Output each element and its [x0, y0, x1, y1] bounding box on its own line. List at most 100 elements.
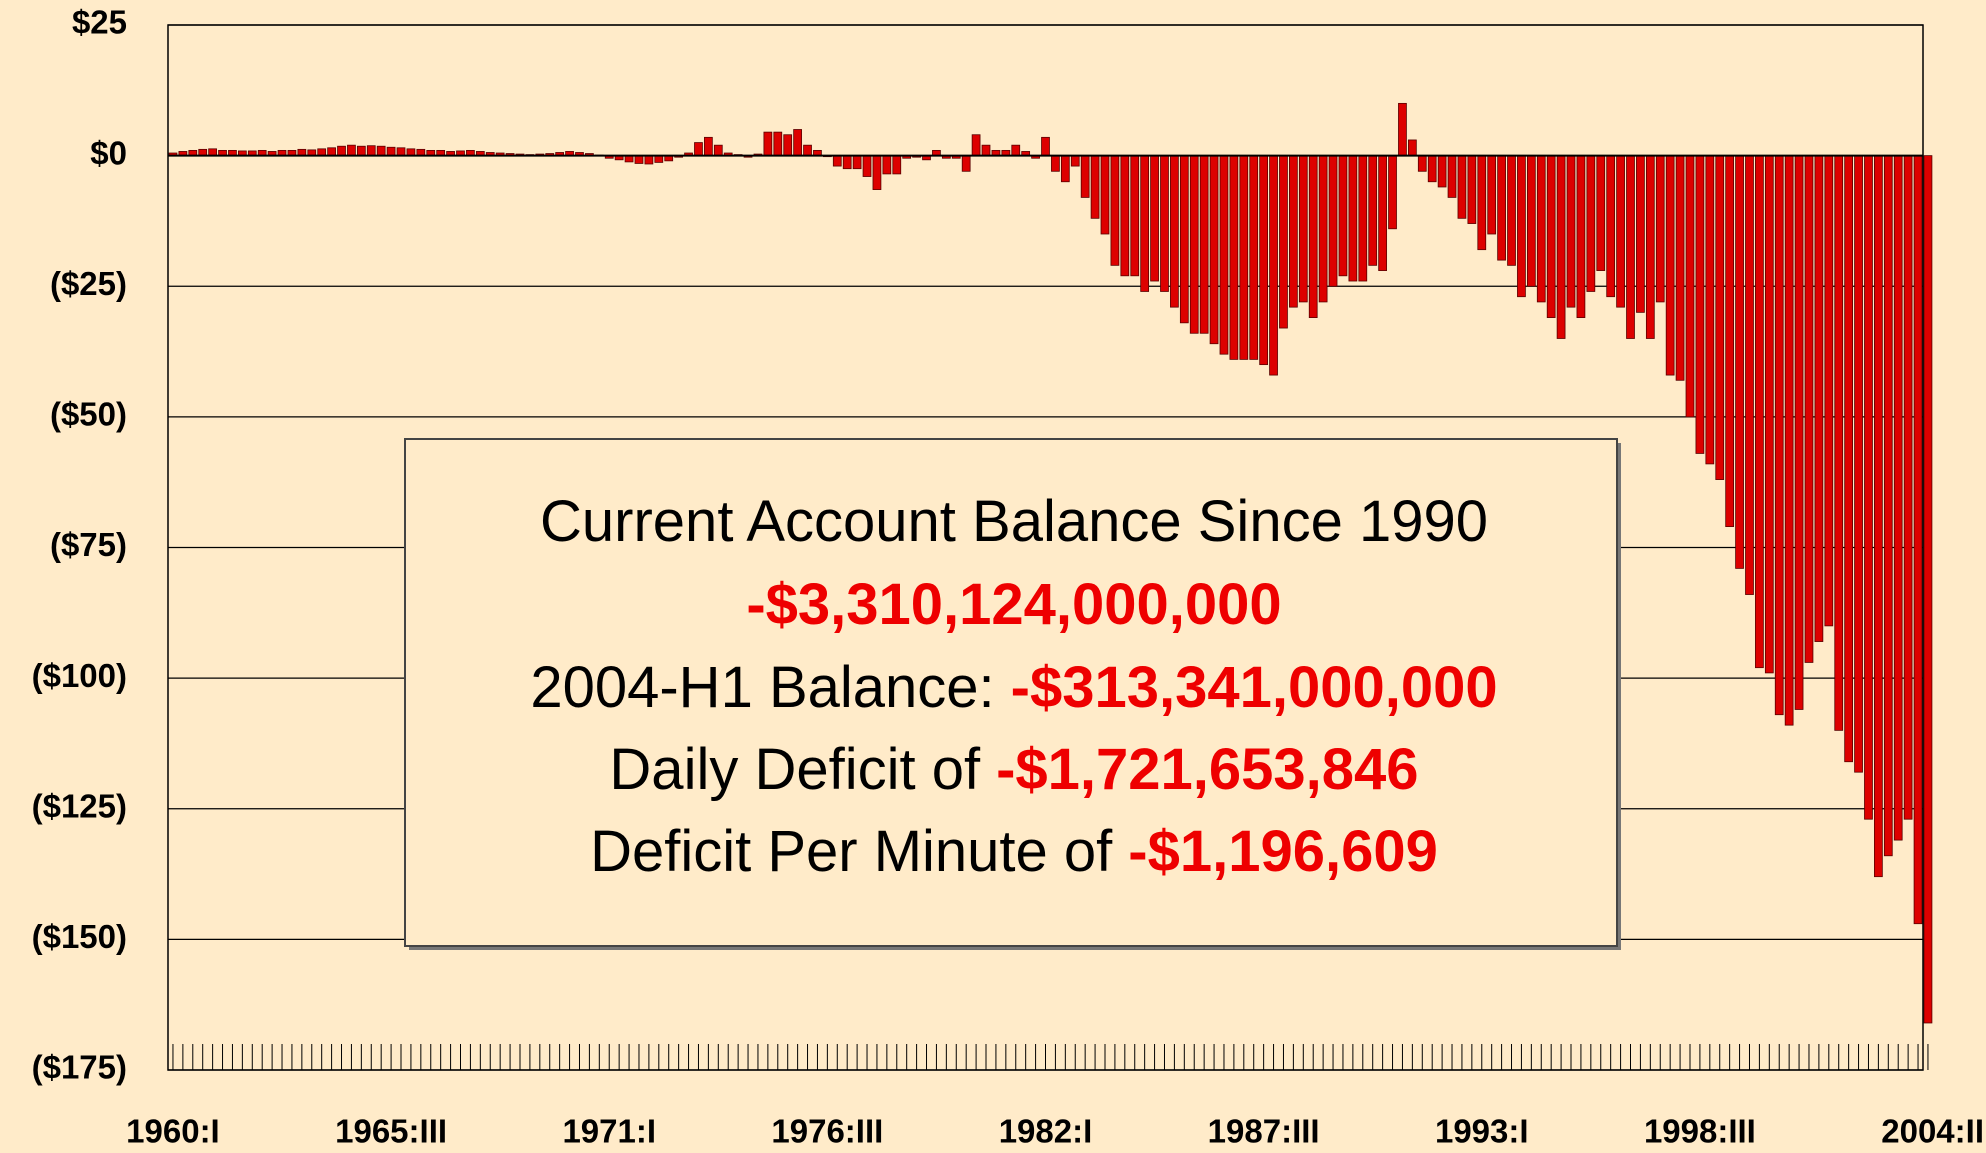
bar: [981, 144, 991, 157]
bar: [386, 146, 396, 157]
bar: [1794, 155, 1804, 710]
bar: [1437, 155, 1447, 188]
bar: [1298, 155, 1308, 303]
bar: [1269, 155, 1278, 376]
bar: [1695, 155, 1705, 454]
bar: [1814, 155, 1824, 642]
bar: [1745, 155, 1754, 595]
y-tick-label: ($50): [50, 396, 127, 433]
annotation-value: -$1,196,609: [1128, 819, 1438, 884]
bar: [1844, 155, 1854, 763]
bar: [1596, 155, 1606, 271]
bar: [694, 142, 703, 157]
bar: [1715, 155, 1725, 480]
bar-layer: [167, 24, 1933, 1071]
bar: [1318, 155, 1328, 303]
bar: [1517, 155, 1526, 298]
x-tick-label: 1976:III: [771, 1113, 883, 1150]
bar: [1100, 155, 1110, 235]
bar: [1774, 155, 1784, 716]
bar: [862, 155, 872, 177]
bar: [1536, 155, 1546, 303]
bar: [872, 155, 882, 190]
bar: [1566, 155, 1576, 308]
bar: [1874, 155, 1883, 878]
x-tick-label: 1982:I: [999, 1113, 1093, 1150]
bar: [1665, 155, 1675, 376]
bar: [1229, 155, 1239, 360]
bar: [376, 145, 386, 157]
bar: [208, 148, 217, 157]
annotation-line: 2004-H1 Balance: -$313,341,000,000: [530, 655, 1497, 720]
bar: [1626, 155, 1635, 339]
annotation-line: Current Account Balance Since 1990: [540, 489, 1488, 554]
bar: [1447, 155, 1457, 198]
bar: [1060, 155, 1070, 183]
bar: [1041, 136, 1050, 157]
bar: [832, 155, 842, 167]
x-tick-label: 1987:III: [1208, 1113, 1320, 1150]
bar: [1854, 155, 1863, 773]
bar: [1120, 155, 1130, 277]
bar: [1834, 155, 1844, 731]
bar: [356, 145, 366, 157]
bar: [842, 155, 852, 170]
bar: [892, 155, 902, 175]
bar: [1080, 155, 1090, 198]
bar: [1348, 155, 1358, 282]
bar: [1417, 155, 1427, 172]
annotation-label: Deficit Per Minute of: [590, 819, 1113, 884]
bar: [1160, 155, 1169, 292]
x-tick-label: 1960:I: [126, 1113, 220, 1150]
bar: [366, 145, 376, 157]
annotation-label: 2004-H1 Balance:: [530, 655, 994, 720]
plot-frame: [167, 24, 1924, 1071]
bar: [1328, 155, 1338, 287]
bar: [773, 131, 783, 157]
bar: [1289, 155, 1298, 308]
bar: [1655, 155, 1665, 303]
bar: [1209, 155, 1219, 345]
y-tick-label: ($175): [32, 1049, 127, 1086]
bar: [1140, 155, 1150, 292]
bar: [1893, 155, 1903, 841]
bar: [1735, 155, 1744, 569]
bar: [1249, 155, 1259, 360]
bar: [971, 134, 981, 157]
x-tick-label: 2004:II: [1881, 1113, 1984, 1150]
annotation-box: Current Account Balance Since 1990 -$3,31…: [404, 438, 1621, 950]
bar: [1507, 155, 1516, 266]
bar: [634, 155, 644, 164]
bar: [1685, 155, 1695, 418]
box: [404, 438, 1618, 947]
bar: [1705, 155, 1715, 465]
bar: [1636, 155, 1645, 313]
x-tick-label: 1965:III: [335, 1113, 447, 1150]
bar: [1427, 155, 1437, 183]
bar: [783, 134, 793, 157]
bar: [347, 144, 356, 157]
bar: [396, 147, 406, 157]
bar: [1883, 155, 1893, 857]
bar: [1526, 155, 1536, 287]
bar: [852, 155, 862, 170]
bar: [1675, 155, 1685, 381]
bar: [1824, 155, 1834, 627]
bar: [1616, 155, 1625, 308]
y-tick-label: $0: [90, 134, 127, 171]
bar: [1457, 155, 1467, 219]
bar: [1546, 155, 1556, 319]
bar: [654, 155, 664, 163]
x-tick-label: 1993:I: [1435, 1113, 1529, 1150]
bar: [1070, 155, 1080, 167]
bar: [1239, 155, 1249, 360]
bar: [1784, 155, 1794, 726]
bar: [1923, 155, 1933, 1024]
bar: [1913, 155, 1923, 925]
y-tick-label: ($125): [32, 787, 127, 824]
annotation-label: Daily Deficit of: [609, 737, 981, 802]
bar: [317, 148, 327, 157]
label-layer: $25 $0 ($25) ($50) ($75) ($100) ($125) ($150) ($…: [32, 4, 1984, 1150]
